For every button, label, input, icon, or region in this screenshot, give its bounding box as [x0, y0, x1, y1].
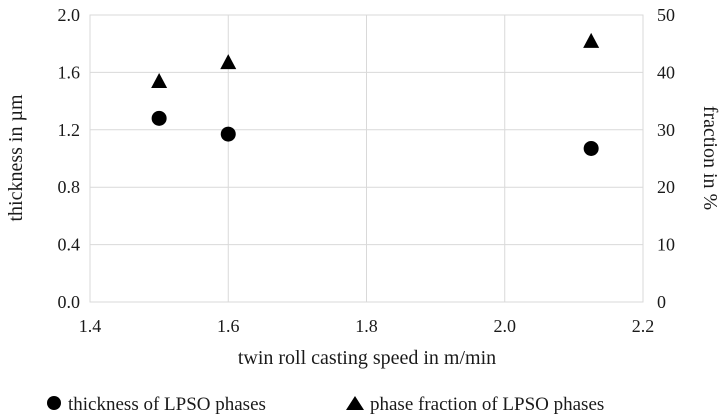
y2-tick-label: 20: [657, 177, 675, 197]
y2-axis-label: fraction in %: [699, 106, 720, 210]
x-axis-label: twin roll casting speed in m/min: [238, 347, 496, 369]
legend-triangle-icon: [346, 396, 364, 410]
thickness-point: [151, 110, 167, 126]
x-tick-label: 1.6: [217, 316, 240, 336]
x-tick-label: 2.2: [632, 316, 655, 336]
legend-label-phase-fraction: phase fraction of LPSO phases: [370, 394, 604, 415]
phase-fraction-point: [220, 54, 237, 70]
y2-tick-label: 50: [657, 5, 675, 25]
y2-axis-ticks: 0 10 20 30 40 50: [657, 5, 675, 312]
x-tick-label: 2.0: [494, 316, 517, 336]
y-tick-label: 2.0: [58, 5, 81, 25]
y2-tick-label: 0: [657, 292, 666, 312]
y-tick-label: 0.4: [58, 235, 81, 255]
y-axis-ticks: 0.0 0.4 0.8 1.2 1.6 2.0: [58, 5, 81, 312]
axes: [89, 14, 644, 303]
phase-fraction-point: [583, 32, 600, 48]
x-tick-label: 1.8: [355, 316, 378, 336]
thickness-point: [220, 126, 236, 142]
y2-tick-label: 40: [657, 62, 675, 82]
legend: thickness of LPSO phases phase fraction …: [47, 394, 604, 415]
plot-area: [89, 14, 644, 303]
y2-tick-label: 10: [657, 235, 675, 255]
data-points: [151, 32, 600, 156]
phase-fraction-point: [151, 73, 168, 89]
y-tick-label: 1.6: [58, 62, 81, 82]
gridlines: [89, 14, 644, 303]
y-tick-label: 0.8: [58, 177, 81, 197]
thickness-point: [583, 140, 599, 156]
y-tick-label: 0.0: [58, 292, 81, 312]
y-axis-label: thickness in µm: [5, 94, 27, 222]
x-tick-label: 1.4: [79, 316, 102, 336]
legend-circle-icon: [47, 396, 61, 410]
x-axis-ticks: 1.4 1.6 1.8 2.0 2.2: [79, 316, 655, 336]
legend-label-thickness: thickness of LPSO phases: [68, 394, 266, 415]
y2-tick-label: 30: [657, 120, 675, 140]
y-tick-label: 1.2: [58, 120, 81, 140]
